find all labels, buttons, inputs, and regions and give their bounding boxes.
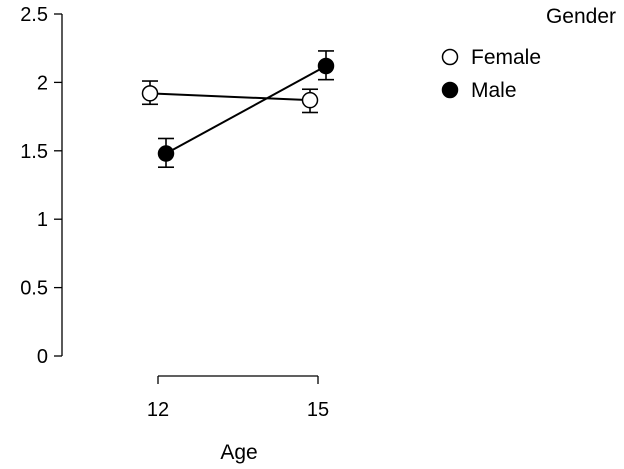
x-tick-label-0: 12	[147, 399, 169, 421]
x-tick-label-1: 15	[307, 399, 329, 421]
data-point-male-0	[157, 145, 175, 162]
series-female	[141, 80, 319, 114]
y-axis: 0 0.5 1 1.5 2 2.5	[20, 4, 63, 368]
y-tick-label-1: 0.5	[20, 278, 48, 300]
series-line-male	[165, 65, 327, 155]
legend-marker-male	[441, 81, 459, 99]
y-tick-label-3: 1.5	[20, 141, 48, 163]
y-tick-label-2: 1	[37, 209, 48, 231]
series-line-female	[149, 92, 311, 102]
y-tick-label-4: 2	[37, 72, 48, 94]
y-tick-label-0: 0	[37, 346, 48, 368]
data-point-female-1	[301, 91, 319, 109]
series-male	[157, 50, 335, 169]
legend: Gender Female Male	[441, 5, 616, 102]
legend-marker-female	[441, 48, 459, 66]
y-tick-label-5: 2.5	[20, 4, 48, 26]
x-axis: 12 15	[147, 375, 329, 421]
legend-label-female: Female	[471, 46, 541, 69]
data-point-female-0	[141, 85, 159, 102]
series-layer	[141, 50, 335, 169]
legend-label-male: Male	[471, 79, 517, 102]
legend-title: Gender	[546, 5, 616, 28]
data-point-male-1	[317, 57, 335, 75]
x-axis-label: Age	[220, 441, 257, 464]
